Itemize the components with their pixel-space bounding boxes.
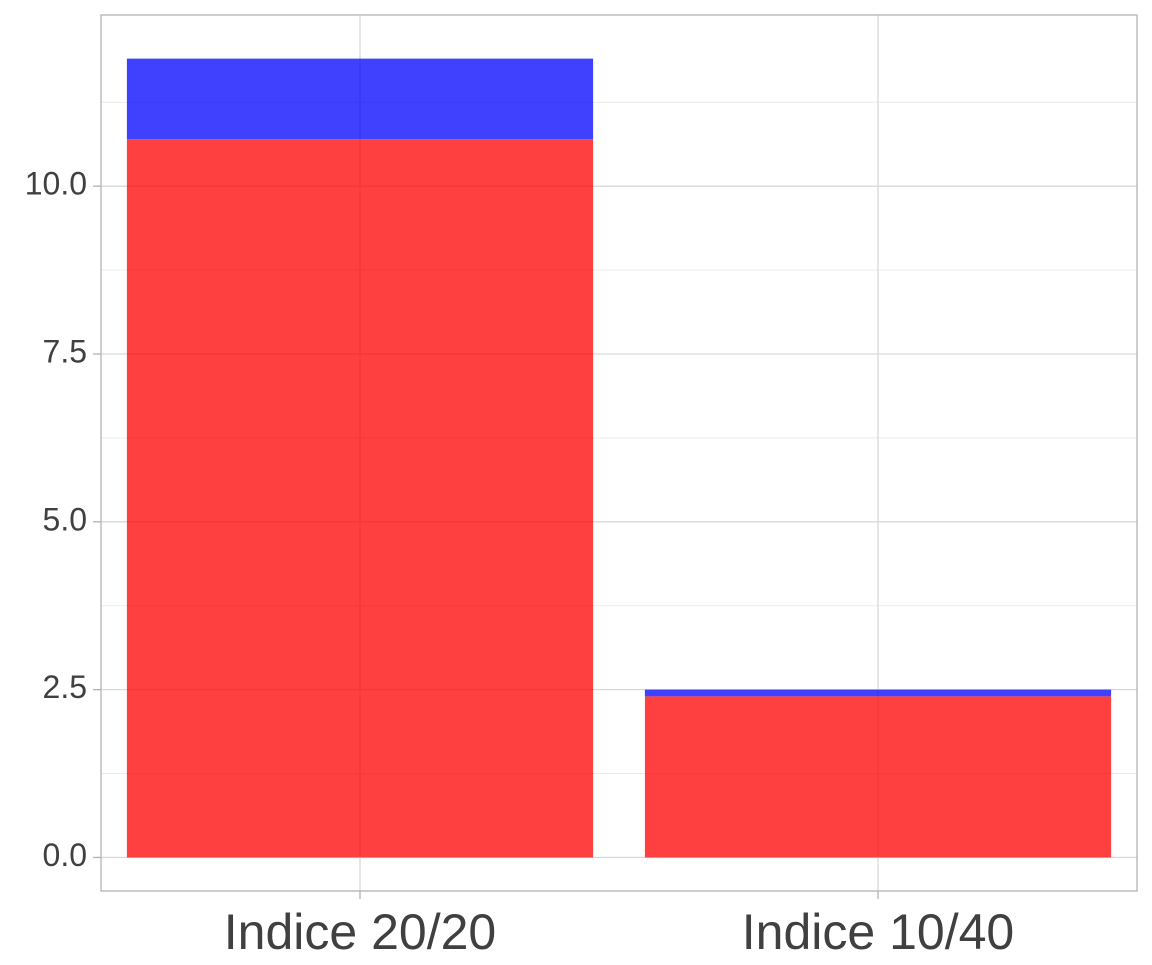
- bar-segment: [644, 696, 1112, 858]
- bar-segment: [126, 58, 594, 140]
- y-tick-label: 5.0: [43, 501, 87, 537]
- y-tick-label: 7.5: [43, 333, 87, 369]
- y-tick-label: 10.0: [25, 166, 87, 202]
- panel-border: [100, 14, 1138, 892]
- axis-layer: 0.0 2.5 5.0 7.5 10.0 Indice 20/20 Indice 10/40: [25, 166, 1015, 960]
- bar-segment: [126, 139, 594, 858]
- bar-layer: [126, 58, 1112, 858]
- x-tick-label: Indice 20/20: [224, 904, 496, 960]
- bar-segment: [644, 689, 1112, 697]
- y-tick-label: 2.5: [43, 669, 87, 705]
- x-tick-label: Indice 10/40: [742, 904, 1014, 960]
- y-tick-label: 0.0: [43, 837, 87, 873]
